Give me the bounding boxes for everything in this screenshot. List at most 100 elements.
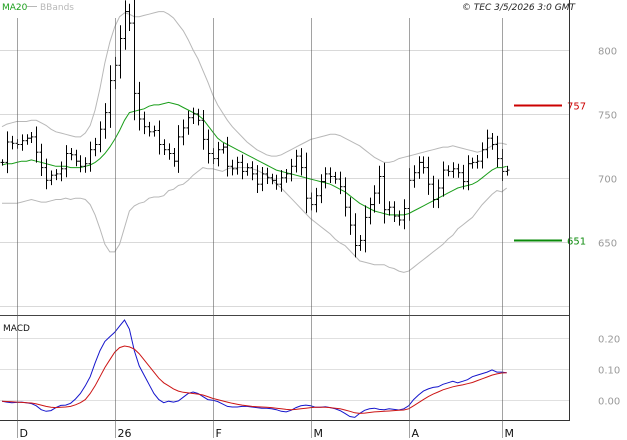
- price-bar: [382, 162, 387, 224]
- x-axis: D 26 F M A M: [17, 18, 515, 440]
- price-bar: [191, 107, 196, 124]
- price-bar: [0, 159, 5, 166]
- price-levels: 757 651: [514, 102, 586, 248]
- macd-y-axis: 0.20 0.10 0.00: [598, 335, 620, 408]
- price-bar: [495, 135, 500, 168]
- price-bar: [157, 120, 162, 155]
- price-level-label: 757: [567, 102, 586, 113]
- price-bar: [172, 148, 177, 167]
- price-bar: [225, 136, 230, 177]
- price-bar: [167, 143, 172, 160]
- copyright-timestamp: © TEC 3/5/2026 3:0 GMT: [462, 3, 577, 13]
- price-bar: [255, 165, 260, 193]
- price-bar: [123, 0, 128, 50]
- ma20-line: [1, 101, 507, 216]
- price-bar: [319, 174, 324, 204]
- price-bar: [270, 173, 275, 185]
- price-bar: [456, 163, 461, 178]
- price-bar: [25, 134, 30, 145]
- x-tick-label: 26: [118, 427, 132, 440]
- price-bar: [363, 205, 368, 253]
- price-bar: [59, 161, 64, 182]
- price-bar: [88, 141, 93, 172]
- price-bar: [294, 149, 299, 173]
- price-bar: [397, 210, 402, 226]
- price-bar: [348, 197, 353, 235]
- macd-lines: [1, 319, 507, 418]
- price-bar: [83, 157, 88, 173]
- price-bar: [387, 201, 392, 216]
- bband-lower-line: [2, 167, 508, 273]
- bband-upper-line: [1, 11, 507, 163]
- price-bar: [475, 155, 480, 169]
- price-bar: [338, 171, 343, 195]
- price-bar: [39, 143, 44, 176]
- price-tick-label: 650: [598, 239, 617, 250]
- price-tick-label: 750: [598, 111, 617, 122]
- price-bar: [137, 81, 142, 131]
- price-bar: [412, 165, 417, 188]
- price-bar: [10, 135, 15, 150]
- price-bar: [78, 155, 83, 173]
- macd-series-macd: [1, 319, 507, 418]
- price-bar: [485, 129, 490, 159]
- price-bar: [372, 185, 377, 213]
- legend-bbands: BBands: [40, 3, 74, 13]
- price-bar: [103, 103, 108, 139]
- price-panel-grid: [0, 50, 569, 307]
- price-bar: [201, 110, 206, 150]
- macd-tick-label: 0.20: [598, 335, 620, 346]
- price-level-label: 651: [567, 237, 586, 248]
- price-bar: [451, 162, 456, 178]
- price-bar: [431, 175, 436, 208]
- price-tick-label: 800: [598, 47, 617, 58]
- price-bar: [323, 167, 328, 189]
- price-bar: [417, 156, 422, 179]
- price-bar: [377, 165, 382, 204]
- price-bar: [245, 163, 250, 176]
- price-y-axis: 800 750 700 650: [598, 47, 617, 250]
- price-bar: [176, 125, 181, 173]
- price-bar: [436, 179, 441, 209]
- price-bar: [221, 143, 226, 154]
- price-bar: [260, 167, 265, 192]
- price-bar: [426, 156, 431, 195]
- price-bar: [343, 177, 348, 217]
- x-tick-label: M: [505, 427, 515, 440]
- price-bar: [230, 159, 235, 176]
- price-bar: [118, 25, 123, 79]
- price-bar: [235, 156, 240, 175]
- price-bar: [328, 167, 333, 183]
- price-bar: [93, 137, 98, 157]
- price-bar: [304, 152, 309, 214]
- price-bar: [358, 235, 363, 251]
- price-bar: [446, 165, 451, 177]
- price-bar: [49, 170, 54, 186]
- price-bar: [181, 119, 186, 146]
- macd-panel-grid: [0, 338, 569, 401]
- x-tick-label: D: [20, 427, 28, 440]
- price-bar: [421, 156, 426, 174]
- x-tick-label: A: [412, 427, 420, 440]
- price-bar: [132, 0, 137, 121]
- price-bar: [402, 199, 407, 230]
- price-bar: [240, 154, 245, 180]
- price-bar: [20, 134, 25, 151]
- price-bar: [69, 148, 74, 161]
- x-tick-label: F: [216, 427, 222, 440]
- price-bar: [216, 141, 221, 167]
- price-bar: [127, 3, 132, 31]
- price-bar: [353, 213, 358, 258]
- price-bar: [64, 145, 69, 178]
- price-bar: [108, 65, 113, 128]
- macd-tick-label: 0.00: [598, 397, 620, 408]
- price-bar: [490, 133, 495, 150]
- price-bar: [34, 126, 39, 163]
- price-bar: [147, 121, 152, 137]
- price-bar: [284, 169, 289, 183]
- macd-tick-label: 0.10: [598, 366, 620, 377]
- price-tick-label: 700: [598, 175, 617, 186]
- price-bar: [368, 197, 373, 225]
- macd-label: MACD: [3, 324, 30, 334]
